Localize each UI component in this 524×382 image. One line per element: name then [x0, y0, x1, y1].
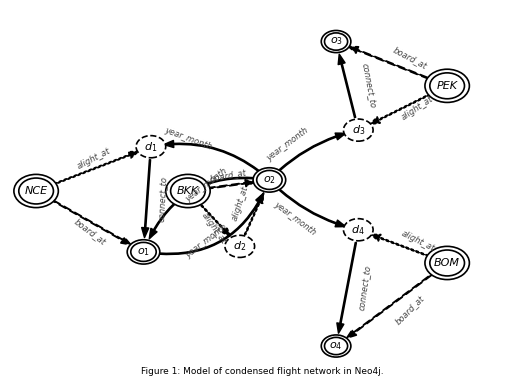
Circle shape [225, 235, 255, 257]
FancyArrowPatch shape [245, 193, 264, 235]
Circle shape [321, 335, 351, 357]
FancyArrowPatch shape [339, 54, 356, 118]
Text: connect_to: connect_to [359, 62, 377, 109]
Text: board_at: board_at [394, 294, 427, 326]
Text: year_month: year_month [163, 125, 213, 151]
Text: $o_{3}$: $o_{3}$ [330, 36, 343, 47]
FancyArrowPatch shape [348, 46, 429, 79]
Text: alight_at: alight_at [200, 211, 228, 246]
FancyArrowPatch shape [141, 160, 150, 238]
FancyArrowPatch shape [158, 193, 264, 254]
Text: year_month: year_month [265, 125, 311, 163]
Text: $d_{2}$: $d_{2}$ [233, 240, 246, 253]
FancyArrowPatch shape [53, 200, 131, 245]
Text: BKK: BKK [177, 186, 199, 196]
Text: board_at: board_at [391, 45, 429, 71]
Text: board_at: board_at [210, 168, 248, 183]
Text: Figure 1: Model of condensed flight network in Neo4j.: Figure 1: Model of condensed flight netw… [140, 367, 384, 376]
FancyArrowPatch shape [370, 234, 429, 257]
Text: alight_at: alight_at [75, 147, 112, 171]
Text: $o_{1}$: $o_{1}$ [137, 246, 150, 258]
Circle shape [425, 69, 470, 102]
Circle shape [14, 175, 58, 207]
FancyArrowPatch shape [208, 180, 255, 189]
Text: board_at: board_at [72, 217, 107, 246]
Text: $o_{2}$: $o_{2}$ [263, 174, 276, 186]
Circle shape [343, 119, 373, 141]
Text: PEK: PEK [436, 81, 457, 91]
Circle shape [253, 168, 286, 192]
FancyArrowPatch shape [201, 205, 231, 237]
FancyArrowPatch shape [337, 243, 356, 333]
FancyArrowPatch shape [279, 133, 346, 170]
FancyArrowPatch shape [346, 274, 432, 338]
Text: alight_at: alight_at [400, 94, 435, 122]
Text: alight_at: alight_at [230, 185, 250, 222]
Text: year_month: year_month [272, 200, 318, 237]
FancyArrowPatch shape [164, 141, 259, 171]
Text: $d_{1}$: $d_{1}$ [144, 140, 158, 154]
Circle shape [166, 175, 210, 207]
Text: $d_{3}$: $d_{3}$ [352, 123, 365, 137]
Text: connect_to: connect_to [158, 176, 169, 222]
Text: connect_to: connect_to [358, 265, 374, 311]
Circle shape [343, 219, 373, 241]
Circle shape [321, 31, 351, 53]
Text: alight_at: alight_at [399, 229, 436, 253]
Circle shape [425, 246, 470, 280]
Text: NCE: NCE [25, 186, 48, 196]
FancyArrowPatch shape [370, 94, 430, 124]
FancyArrowPatch shape [149, 177, 255, 239]
Text: BOM: BOM [434, 258, 460, 268]
Text: year_month: year_month [184, 222, 229, 260]
Text: $o_{4}$: $o_{4}$ [330, 340, 343, 352]
Circle shape [136, 136, 166, 158]
Text: year_month: year_month [184, 167, 229, 204]
Circle shape [127, 240, 160, 264]
FancyArrowPatch shape [279, 189, 346, 227]
Text: $d_{4}$: $d_{4}$ [352, 223, 365, 237]
FancyArrowPatch shape [54, 151, 139, 185]
